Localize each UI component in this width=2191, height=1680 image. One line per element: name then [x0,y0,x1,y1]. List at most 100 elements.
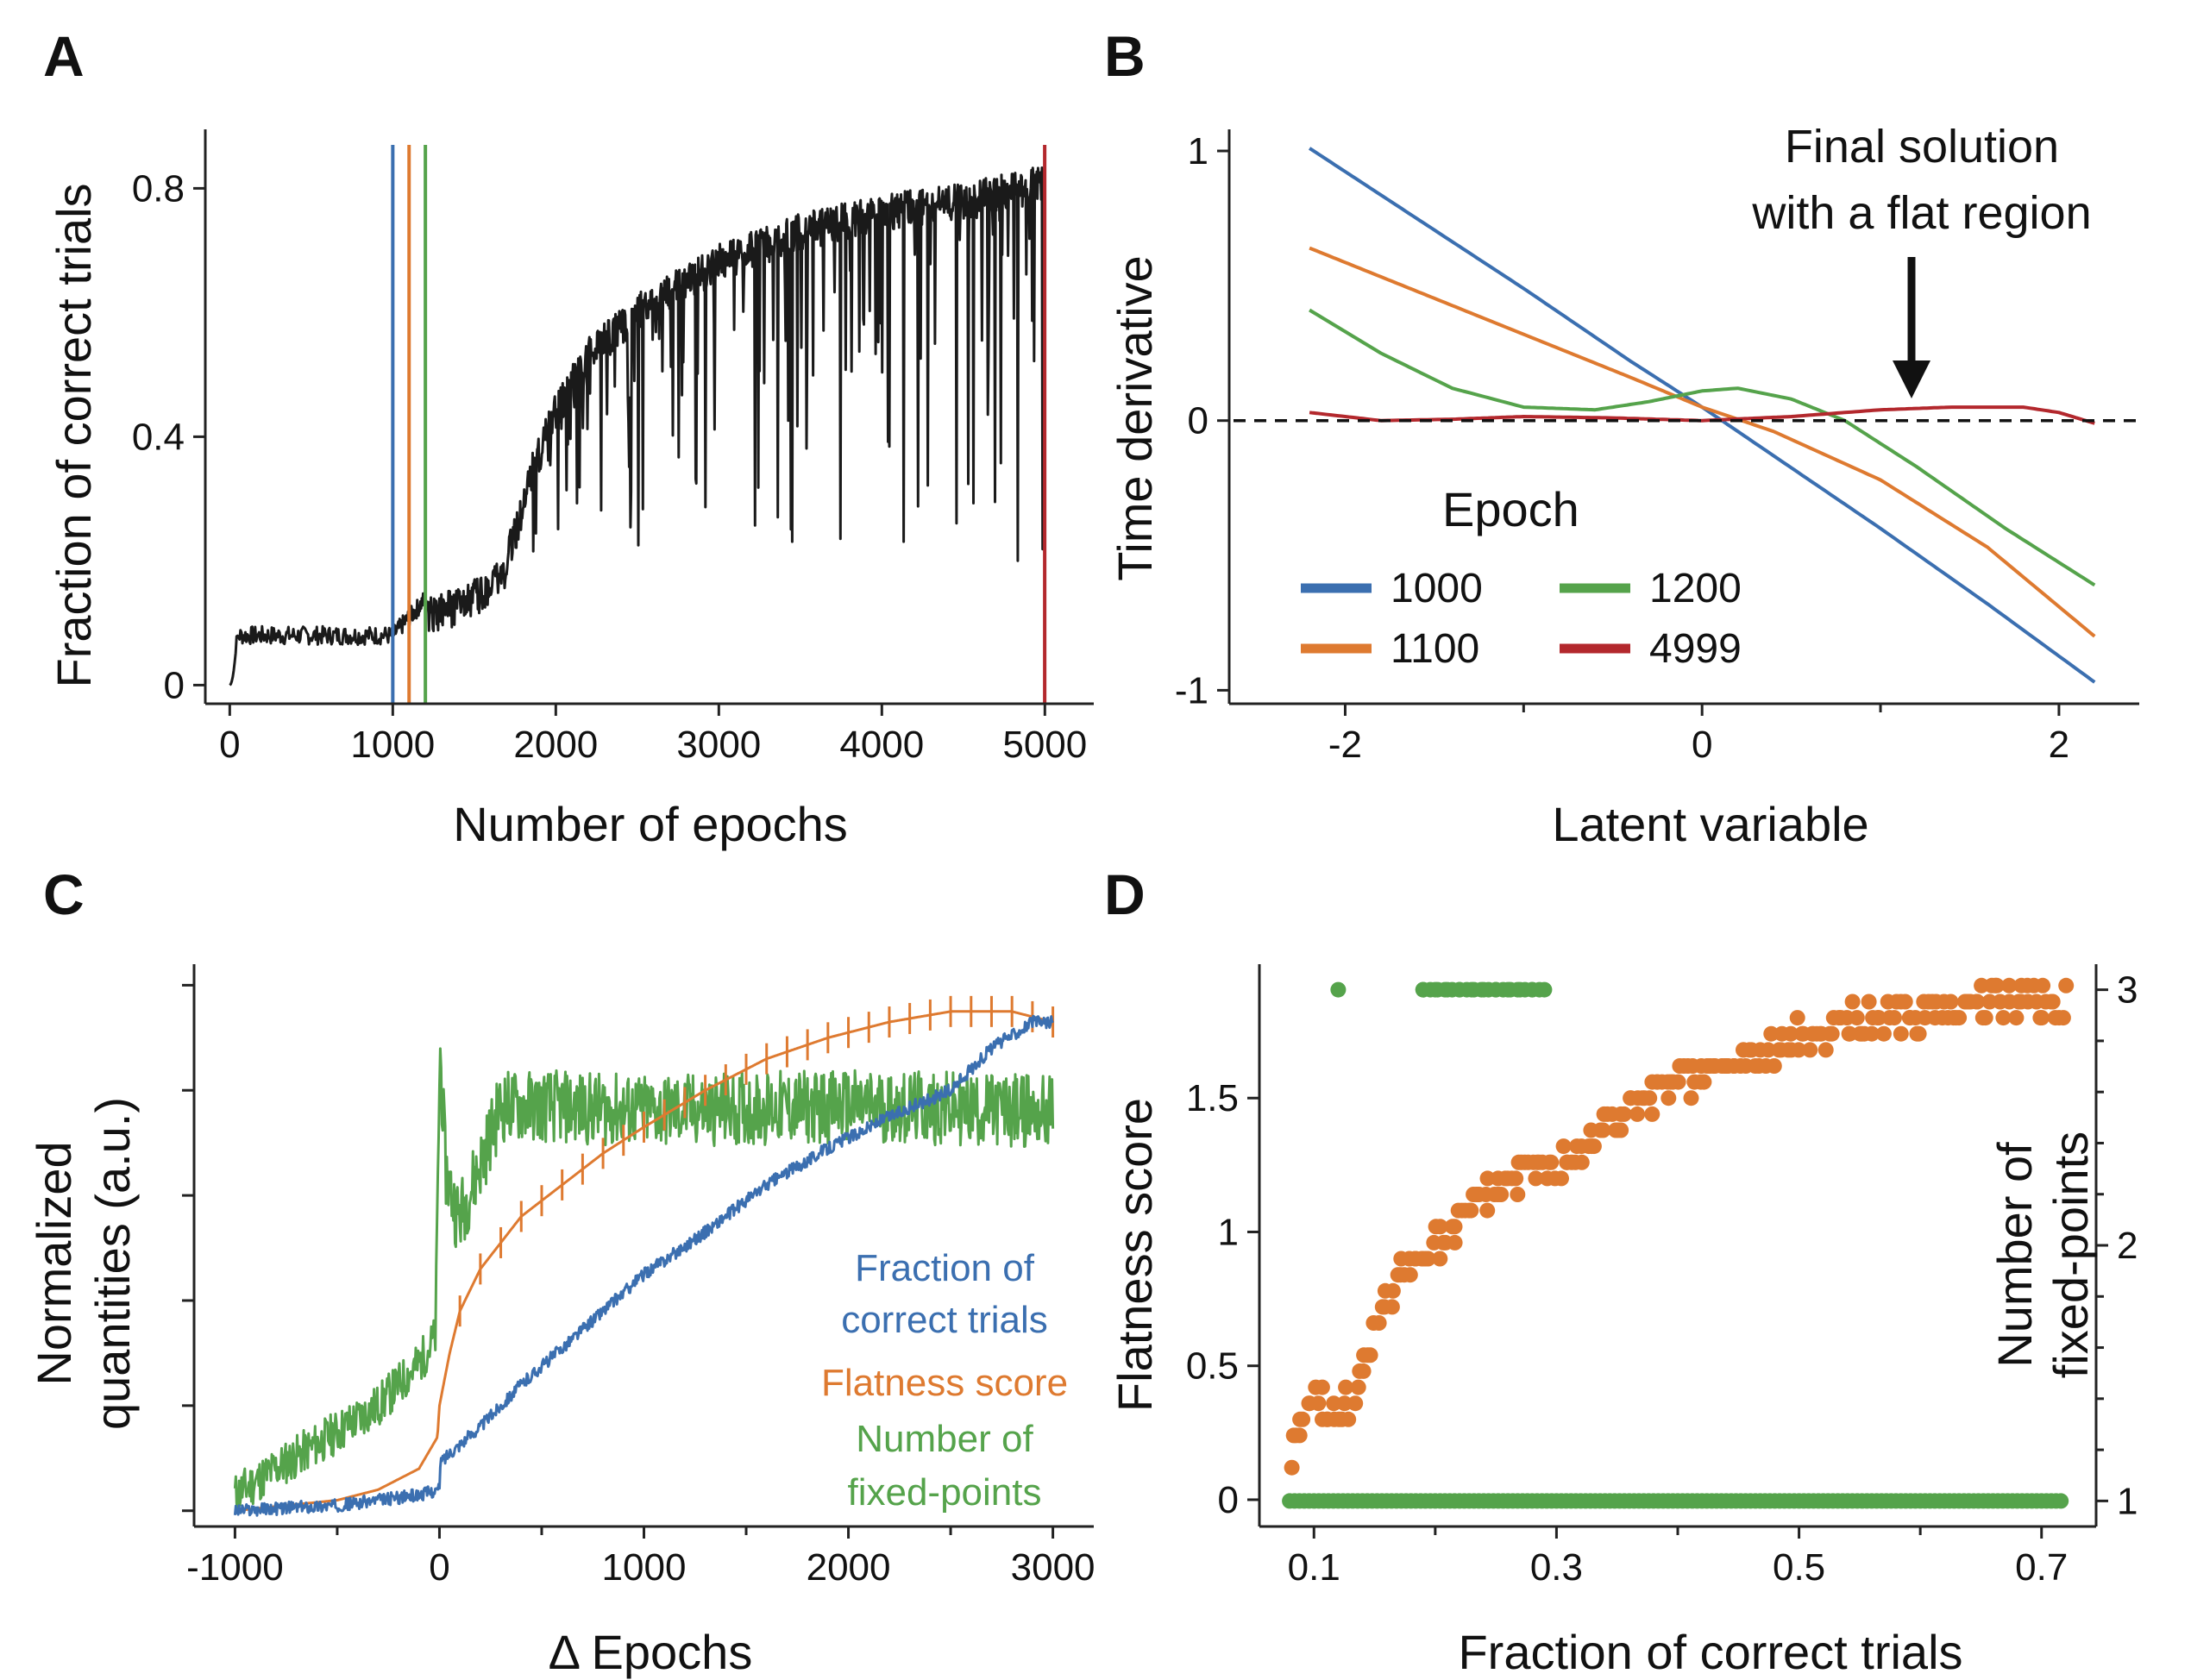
flatness-dot [1863,1025,1880,1042]
d-x-0.7-tick-label: 0.7 [2015,1546,2068,1589]
flatness-dot [1783,1025,1799,1042]
d-x-0.3-tick-label: 0.3 [1530,1546,1583,1589]
flatness-dot [1555,1138,1572,1155]
c-x-2000-tick-label: 2000 [807,1546,891,1589]
flatness-dot [1897,994,1913,1010]
flatness-dot [1384,1299,1400,1315]
panel-c-series-labels: Fraction of correct trials Flatness scor… [821,1247,1068,1514]
panel-d-ylabel-right-line-2: fixed-points [2043,1131,2098,1378]
panel-d-plot-area [1282,977,2075,1509]
flatness-dot [1432,1219,1448,1235]
curve-epoch-1100 [1309,246,2096,638]
panel-b: B -2 0 2 -1 0 1 Latent variable Time derivati… [1104,24,2139,851]
panel-a-ylabel: Fraction of correct trials [47,183,101,687]
flatness-dot [1988,977,2005,994]
fixed-points-dot [2053,1493,2069,1509]
panel-letter-a: A [43,24,85,88]
flatness-dot [1463,1202,1479,1219]
panel-c-plot-area [233,995,1055,1517]
flatness-dot [1644,1106,1661,1122]
a-x-1000-tick-label: 1000 [350,724,435,766]
a-x-5000-tick-label: 5000 [1002,724,1087,766]
flatness-dot [1340,1411,1357,1427]
label-fixed-points-line-2: fixed-points [847,1471,1041,1514]
panel-letter-d: D [1104,862,1146,926]
d-yright-tick-label: 1 [2117,1480,2138,1522]
flatness-dot [1447,1219,1463,1235]
a-y-0.4-tick-label: 0.4 [132,416,185,458]
panel-d-xlabel: Fraction of correct trials [1458,1625,1962,1679]
flatness-dot [1977,1010,1993,1026]
label-flatness: Flatness score [821,1362,1068,1404]
panel-c-ylabel-line-2: quantities (a.u.) [85,1097,140,1430]
flatness-dot [1347,1395,1364,1412]
fixed-points-dot [1330,981,1347,998]
flatness-dot [2058,977,2075,994]
a-y-0.8-tick-label: 0.8 [132,167,185,210]
flatness-dot [1995,1010,2012,1026]
flatness-dot [1911,1025,1927,1042]
legend-label-1100: 1100 [1391,626,1479,672]
b-x-0-tick-label: 0 [1692,724,1712,766]
label-fraction-line-2: correct trials [841,1299,1048,1341]
a-x-4000-tick-label: 4000 [839,724,924,766]
flatness-dot [1284,1459,1300,1476]
flatness-dot [2035,977,2051,994]
panel-a: A 0 1000 2000 3000 4000 5000 0 0.4 0.8 Number of… [43,24,1094,851]
d-yleft-tick-label: 0 [1218,1479,1239,1521]
b-x--2-tick-label: -2 [1328,724,1362,766]
c-x-1000-tick-label: 1000 [602,1546,687,1589]
d-yleft-tick-label: 1 [1218,1211,1239,1253]
fixed-points-dot [1531,981,1548,998]
flatness-dot [1817,1042,1834,1058]
flatness-dot [1683,1090,1699,1106]
panel-c: C -1000 0 1000 2000 3000 Δ Epochs Normalized… [27,862,1096,1679]
flatness-dot [1314,1379,1330,1395]
flatness-dot [1613,1122,1629,1138]
curve-epoch-1200 [1309,308,2096,587]
panel-b-xlabel: Latent variable [1552,797,1868,851]
annotation-arrow-head [1893,360,1930,398]
flatness-dot [1760,1042,1776,1058]
d-yright-tick-label: 3 [2117,969,2138,1012]
flatness-dot [1310,1395,1327,1412]
panel-d-ylabel-left: Flatness score [1108,1098,1162,1412]
flatness-dot [1402,1267,1418,1283]
flatness-dot [1763,1025,1780,1042]
flatness-dot [1791,1042,1807,1058]
flatness-dot [1573,1154,1590,1170]
annotation-line-1: Final solution [1785,121,2059,172]
flatness-dot [1447,1234,1463,1251]
flatness-dot [1355,1363,1372,1379]
flatness-dot [1508,1170,1524,1187]
panel-c-xlabel: Δ Epochs [549,1625,753,1679]
d-yleft-tick-label: 0.5 [1186,1345,1239,1388]
panel-a-axes: 0 1000 2000 3000 4000 5000 0 0.4 0.8 [132,129,1094,766]
label-fraction-line-1: Fraction of [855,1247,1035,1289]
legend-label-1000: 1000 [1391,566,1483,611]
flatness-dot [1943,994,1959,1010]
flatness-dot [1336,1395,1353,1412]
flatness-dot [1479,1202,1496,1219]
flatness-dot [1951,1010,1968,1026]
c-x-0-tick-label: 0 [429,1546,449,1589]
legend-label-1200: 1200 [1649,566,1742,611]
flatness-dot [1338,1379,1354,1395]
a-x-0-tick-label: 0 [219,724,240,766]
flatness-dot [2008,1010,2025,1026]
c-x--1000-tick-label: -1000 [186,1546,284,1589]
series-number-of-fixed-points [233,1047,1055,1513]
flatness-dot [1543,1154,1560,1170]
flatness-dot [1554,1170,1569,1187]
flatness-dot [1326,1395,1342,1412]
flatness-dot [1875,1025,1892,1042]
flatness-dot [2034,1010,2050,1026]
d-yright-tick-label: 2 [2117,1225,2138,1267]
panel-a-plot-area [229,145,1047,704]
c-x-3000-tick-label: 3000 [1011,1546,1096,1589]
flatness-dot [1384,1282,1401,1299]
panel-b-legend: Epoch 1000 1200 1100 4999 [1301,482,1742,672]
panel-b-annotation: Final solution with a flat region [1751,121,2092,398]
d-x-0.1-tick-label: 0.1 [1288,1546,1340,1589]
panel-b-plot-area [1234,147,2139,684]
